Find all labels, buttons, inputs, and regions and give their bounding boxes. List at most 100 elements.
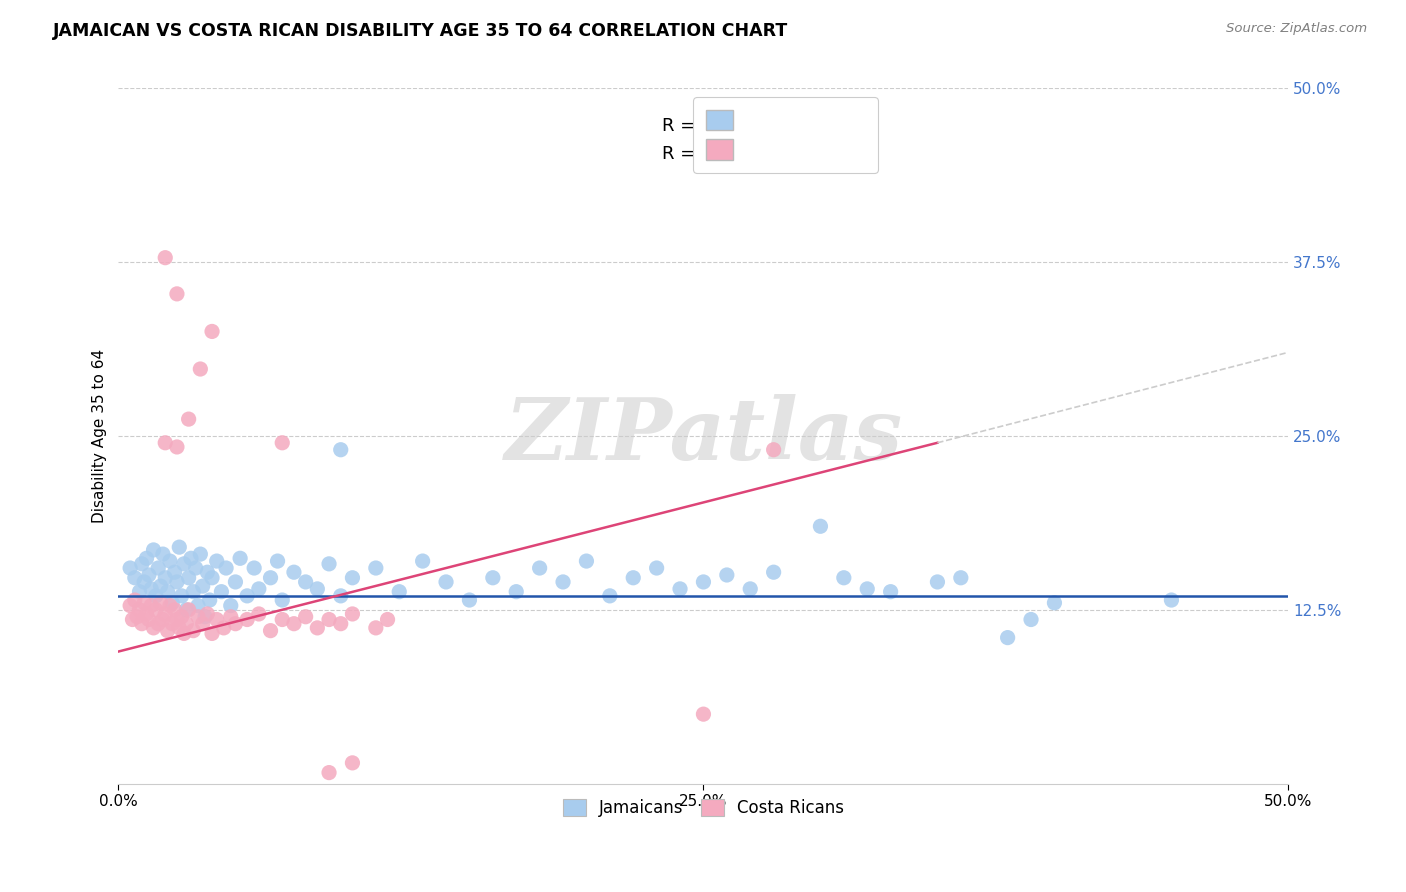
Point (412, 554, 434, 568)
Point (575, 554, 598, 568)
Point (187, 609, 209, 624)
Point (148, 561, 170, 575)
Point (176, 603, 198, 617)
Point (342, 571, 364, 585)
Point (1160, 593, 1182, 607)
Point (127, 609, 149, 624)
Point (188, 362, 211, 376)
Point (173, 626, 195, 640)
Point (159, 554, 181, 568)
Point (166, 440, 188, 454)
Text: Source: ZipAtlas.com: Source: ZipAtlas.com (1226, 22, 1367, 36)
Point (318, 765, 340, 780)
Point (1043, 596, 1066, 610)
Point (259, 571, 281, 585)
Point (205, 554, 228, 568)
Point (134, 596, 156, 610)
Point (810, 519, 832, 533)
Point (259, 624, 281, 638)
Point (131, 616, 153, 631)
Point (219, 609, 242, 624)
Point (505, 584, 527, 599)
Point (692, 707, 714, 722)
Point (142, 621, 165, 635)
Point (247, 607, 270, 621)
Point (162, 596, 184, 610)
Point (997, 631, 1019, 645)
Point (236, 589, 259, 603)
Point (155, 607, 177, 621)
Point (551, 574, 574, 589)
Point (318, 613, 340, 627)
Point (149, 579, 172, 593)
Point (145, 603, 167, 617)
Point (458, 593, 481, 607)
Legend: Jamaicans, Costa Ricans: Jamaicans, Costa Ricans (555, 793, 851, 824)
Point (879, 584, 901, 599)
Point (184, 561, 207, 575)
Point (283, 616, 305, 631)
Point (1019, 613, 1042, 627)
Point (155, 251, 177, 265)
Point (166, 574, 188, 589)
Text: 0.006: 0.006 (700, 117, 756, 136)
Point (329, 442, 352, 457)
Point (124, 571, 146, 585)
Point (191, 616, 214, 631)
Point (388, 584, 411, 599)
Point (236, 613, 259, 627)
Text: R =: R = (662, 117, 702, 136)
Point (159, 599, 181, 613)
Point (177, 412, 200, 426)
Point (307, 621, 329, 635)
Point (162, 616, 184, 631)
Point (177, 571, 200, 585)
Point (692, 574, 714, 589)
Point (169, 540, 191, 554)
Text: N =: N = (759, 145, 811, 163)
Text: 0.218: 0.218 (700, 145, 756, 163)
Point (294, 609, 316, 624)
Y-axis label: Disability Age 35 to 64: Disability Age 35 to 64 (93, 349, 107, 523)
Point (856, 582, 879, 596)
Point (377, 613, 399, 627)
Point (329, 616, 352, 631)
Point (131, 557, 153, 571)
Point (832, 571, 855, 585)
Text: R =: R = (662, 145, 702, 163)
Point (148, 616, 170, 631)
Point (138, 568, 160, 582)
Point (329, 589, 352, 603)
Point (134, 574, 156, 589)
Point (155, 571, 177, 585)
Point (201, 325, 224, 339)
Point (120, 599, 142, 613)
Point (599, 589, 621, 603)
Point (224, 574, 246, 589)
Point (198, 593, 221, 607)
Text: JAMAICAN VS COSTA RICAN DISABILITY AGE 35 TO 64 CORRELATION CHART: JAMAICAN VS COSTA RICAN DISABILITY AGE 3… (53, 22, 789, 40)
Point (156, 624, 179, 638)
Point (166, 286, 188, 301)
Point (529, 561, 551, 575)
Point (307, 582, 329, 596)
Point (135, 551, 157, 566)
Point (271, 593, 294, 607)
Point (201, 571, 224, 585)
Point (342, 607, 364, 621)
Point (195, 565, 218, 579)
Point (205, 613, 228, 627)
Point (188, 547, 211, 561)
Point (195, 607, 218, 621)
Point (209, 584, 232, 599)
Point (142, 543, 165, 558)
Point (364, 621, 387, 635)
Point (294, 574, 316, 589)
Point (271, 613, 294, 627)
Point (135, 607, 157, 621)
Point (645, 561, 668, 575)
Point (949, 571, 972, 585)
Point (342, 756, 364, 770)
Point (176, 616, 198, 631)
Point (621, 571, 644, 585)
